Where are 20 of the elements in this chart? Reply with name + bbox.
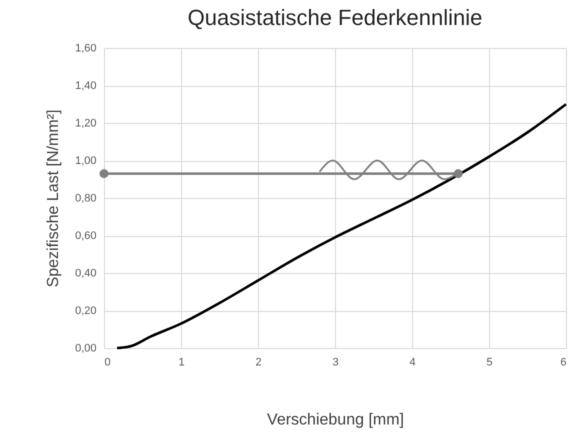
x-tick-label: 1: [178, 356, 185, 368]
y-tick-label: 0,40: [75, 268, 96, 280]
y-tick-label: 1,00: [75, 155, 96, 167]
y-tick-label: 1,20: [75, 118, 96, 130]
y-axis-title: Spezifische Last [N/mm²]: [45, 110, 62, 288]
y-tick-label: 0,60: [75, 230, 96, 242]
chart-title: Quasistatische Federkennlinie: [188, 5, 482, 30]
line-series: [116, 102, 568, 350]
x-tick-label: 3: [332, 356, 339, 368]
x-tick-label: 4: [409, 356, 416, 368]
y-tick-label: 0,80: [75, 192, 96, 204]
y-tick-label: 1,60: [75, 42, 96, 54]
y-tick-label: 0,20: [75, 305, 96, 317]
x-tick-label: 2: [255, 356, 262, 368]
y-tick-label: 1,40: [75, 80, 96, 92]
x-tick-label: 6: [560, 356, 566, 368]
y-tick-label: 0,00: [75, 342, 96, 354]
x-axis-title: Verschiebung [mm]: [267, 412, 404, 428]
x-tick-label: 5: [486, 356, 493, 368]
x-tick-label: 0: [104, 356, 111, 368]
